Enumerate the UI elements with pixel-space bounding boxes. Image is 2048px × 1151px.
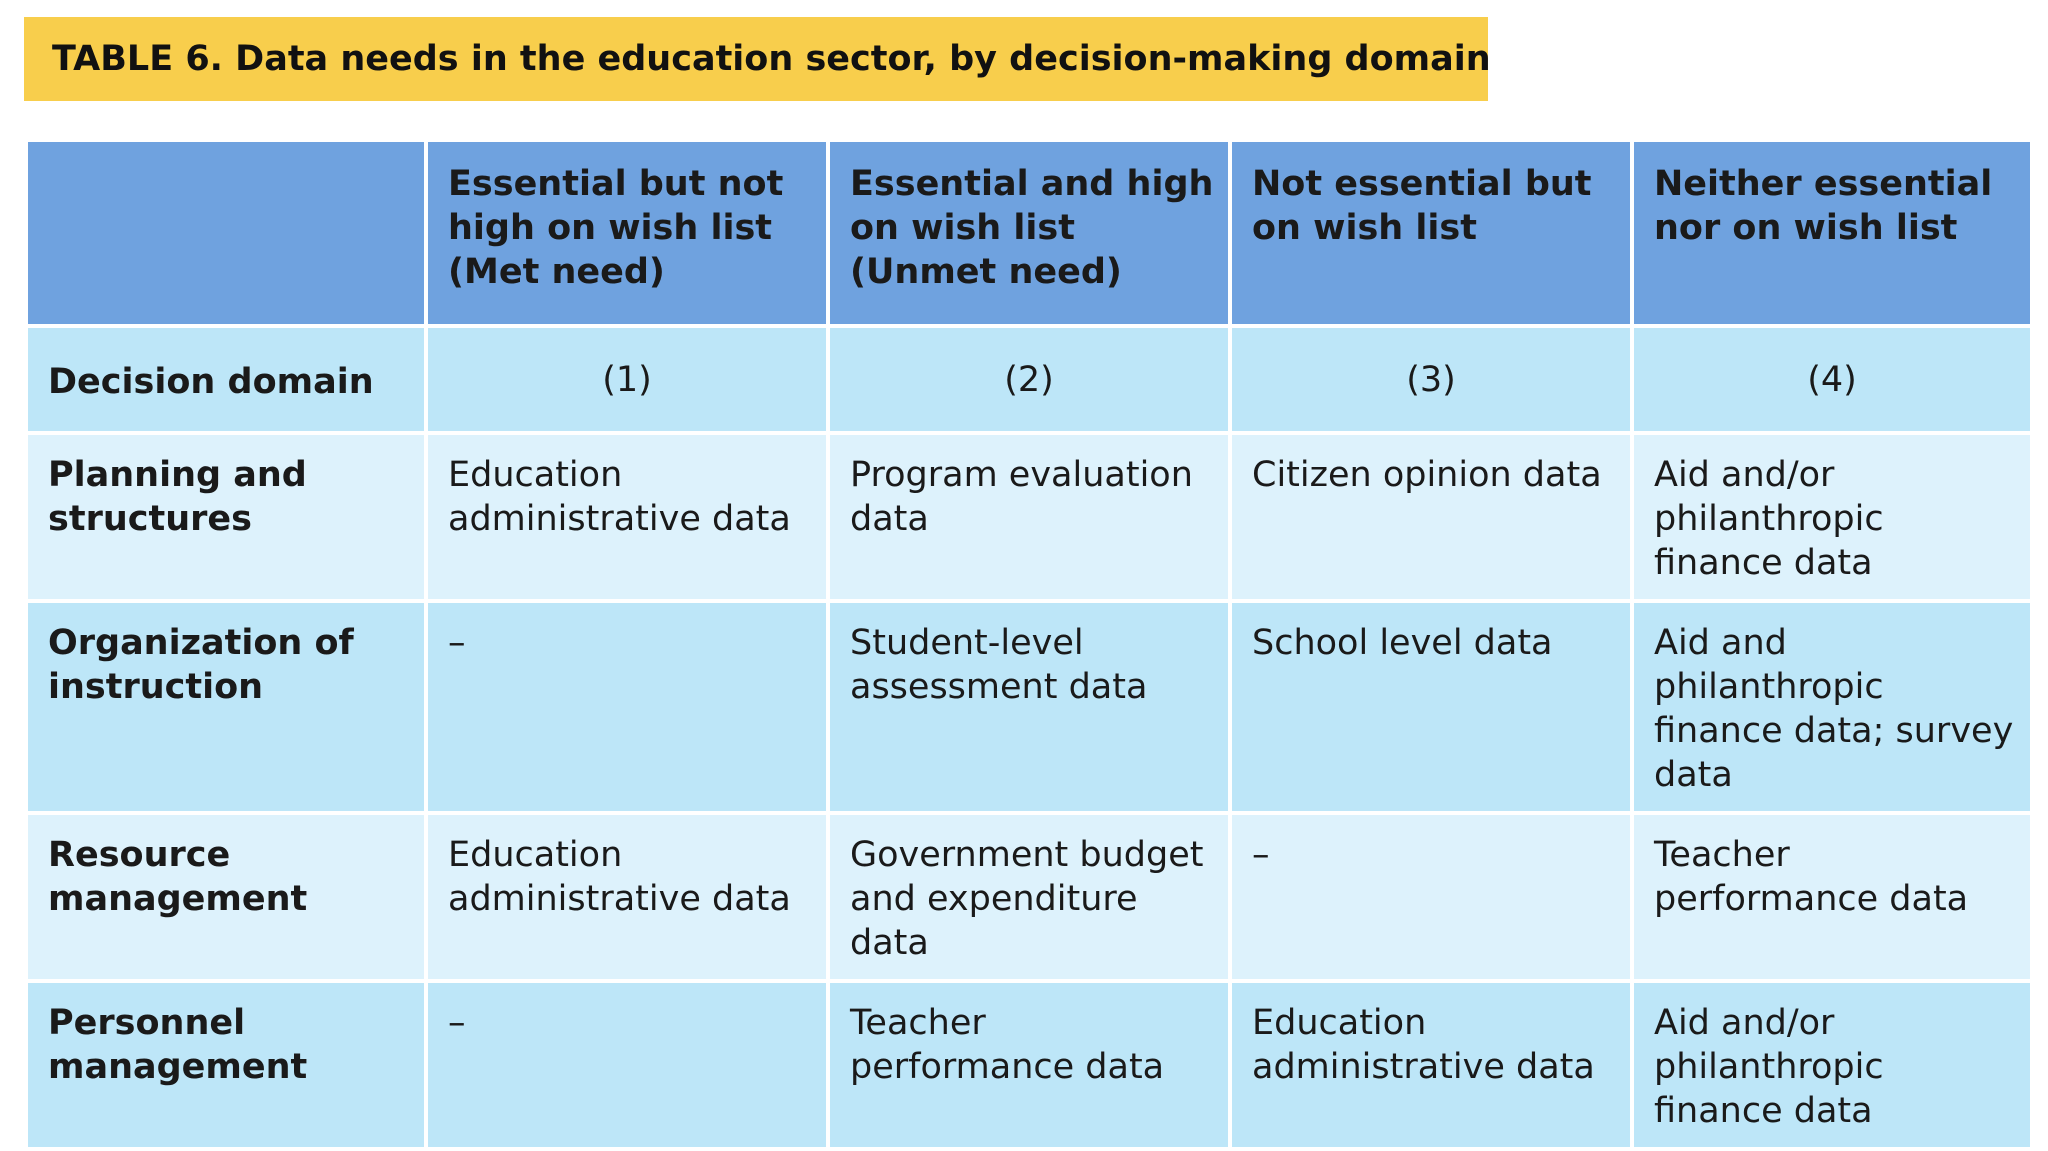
table-cell: Education administrative data	[1228, 979, 1634, 1151]
table-cell: Student-level assessment data	[826, 599, 1232, 815]
row-label: Personnel management	[24, 979, 428, 1151]
header-neither: Neither essential nor on wish list	[1630, 138, 2034, 328]
column-index: (1)	[424, 324, 830, 435]
table-row: Planning and structures Education admini…	[24, 431, 2034, 603]
table-cell: Teacher performance data	[826, 979, 1232, 1151]
table-cell: Education administrative data	[424, 431, 830, 603]
table-cell: School level data	[1228, 599, 1634, 815]
header-row: Essential but not high on wish list (Met…	[24, 138, 2034, 328]
table-cell: Program evaluation data	[826, 431, 1232, 603]
table-cell: Teacher performance data	[1630, 811, 2034, 983]
table-cell: Government budget and expenditure data	[826, 811, 1232, 983]
table-cell: Aid and/or philanthropic finance data	[1630, 431, 2034, 603]
table-cell: Citizen opinion data	[1228, 431, 1634, 603]
table-cell: –	[1228, 811, 1634, 983]
table-cell: –	[424, 979, 830, 1151]
table-title: TABLE 6. Data needs in the education sec…	[52, 39, 1491, 79]
row-label: Planning and structures	[24, 431, 428, 603]
header-not-essential-wish: Not essential but on wish list	[1228, 138, 1634, 328]
table-title-banner: TABLE 6. Data needs in the education sec…	[24, 17, 1491, 101]
table-row: Personnel management – Teacher performan…	[24, 979, 2034, 1151]
row-label: Resource management	[24, 811, 428, 983]
table-cell: –	[424, 599, 830, 815]
table-row: Resource management Education administra…	[24, 811, 2034, 983]
header-met-need: Essential but not high on wish list (Met…	[424, 138, 830, 328]
table-cell: Aid and philanthropic finance data; surv…	[1630, 599, 2034, 815]
table-row: Organization of instruction – Student-le…	[24, 599, 2034, 815]
data-needs-table: Essential but not high on wish list (Met…	[24, 138, 2034, 1151]
table-cell: Aid and/or philanthropic finance data	[1630, 979, 2034, 1151]
row-label: Organization of instruction	[24, 599, 428, 815]
data-needs-table-container: Essential but not high on wish list (Met…	[24, 138, 2034, 1151]
table-cell: Education administrative data	[424, 811, 830, 983]
column-index: (4)	[1630, 324, 2034, 435]
index-row: Decision domain (1) (2) (3) (4)	[24, 324, 2034, 435]
header-unmet-need: Essential and high on wish list (Unmet n…	[826, 138, 1232, 328]
index-row-label: Decision domain	[24, 324, 428, 435]
column-index: (3)	[1228, 324, 1634, 435]
header-empty-cell	[24, 138, 428, 328]
column-index: (2)	[826, 324, 1232, 435]
